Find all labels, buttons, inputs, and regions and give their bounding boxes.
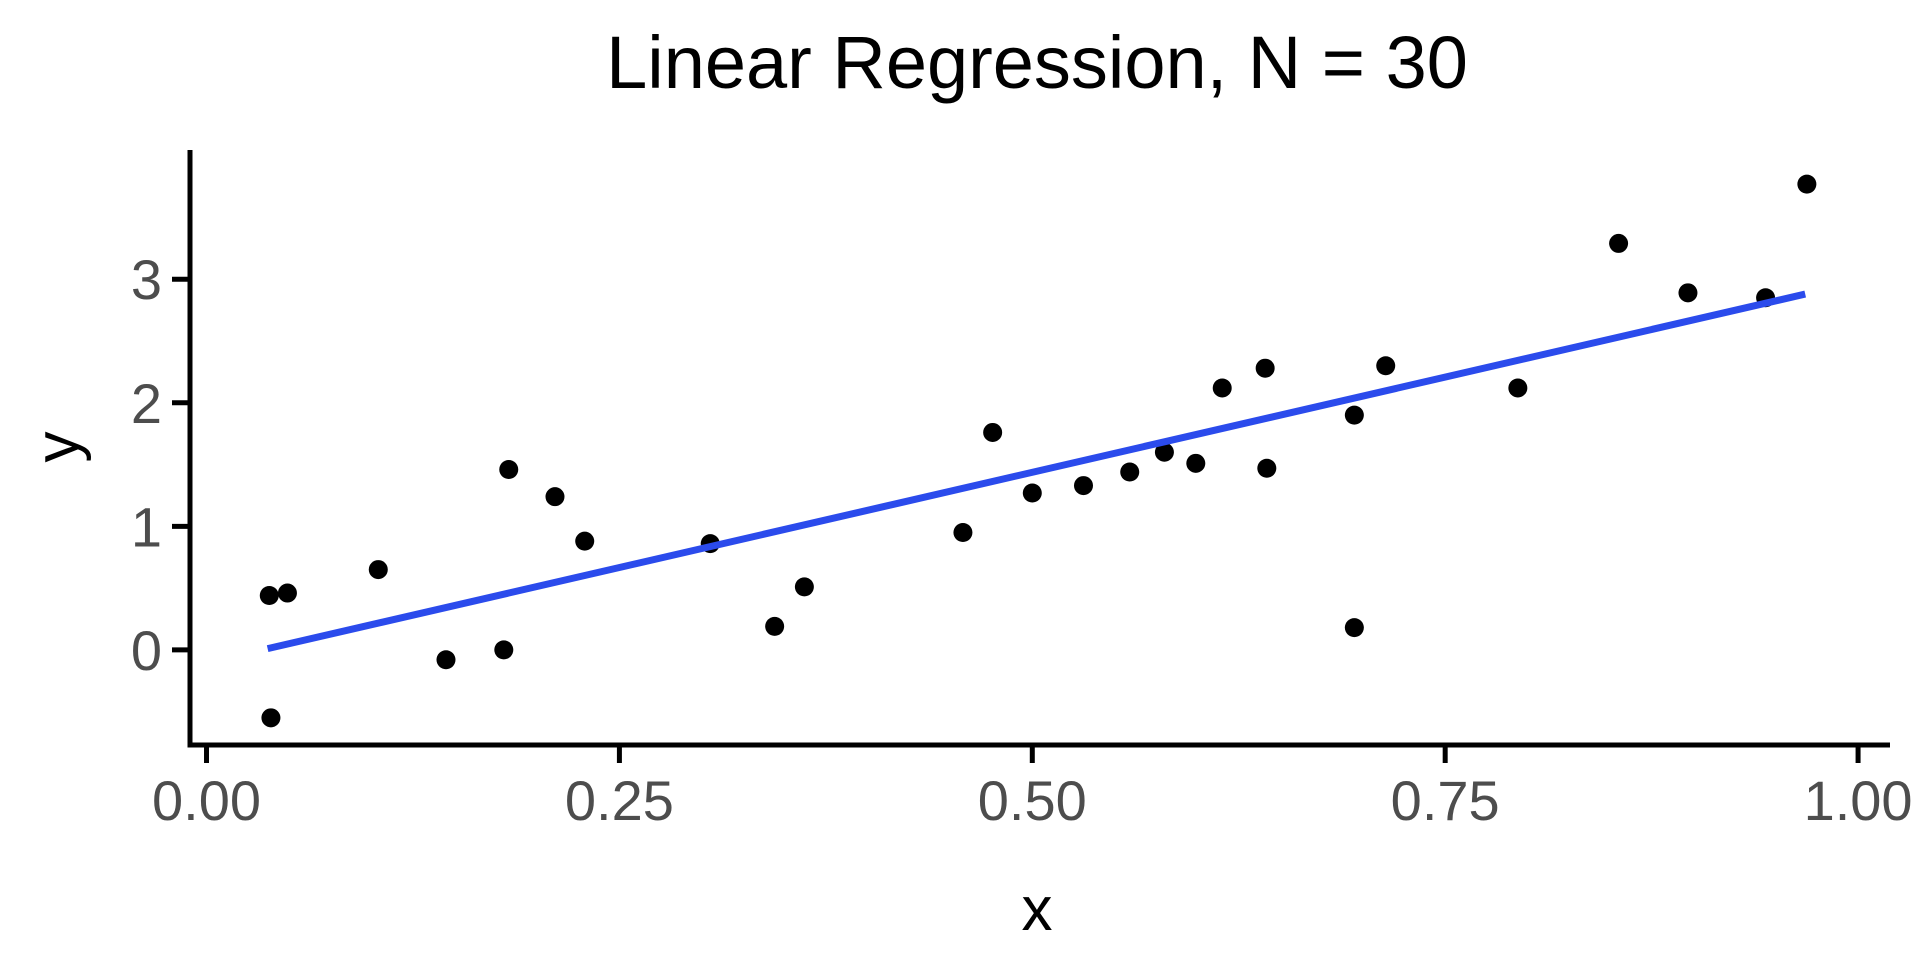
x-axis: 0.00 0.25 0.50 0.75 1.00 <box>152 742 1913 832</box>
data-point <box>1609 233 1629 253</box>
data-point <box>494 640 514 660</box>
y-axis: 0 1 2 3 <box>131 150 193 748</box>
data-point <box>277 583 297 603</box>
data-point <box>1186 453 1206 473</box>
x-tick-labels: 0.00 0.25 0.50 0.75 1.00 <box>152 769 1913 832</box>
data-point <box>1508 378 1528 398</box>
data-point <box>436 650 456 670</box>
x-tick-label: 0.75 <box>1391 769 1500 832</box>
data-points <box>259 174 1817 728</box>
x-axis-label: x <box>1022 875 1053 944</box>
x-tick-label: 1.00 <box>1804 769 1913 832</box>
data-point <box>1257 458 1277 478</box>
data-point <box>1344 405 1364 425</box>
data-point <box>499 460 519 480</box>
data-point <box>765 616 785 636</box>
x-tick-label: 0.50 <box>978 769 1087 832</box>
data-point <box>1678 283 1698 303</box>
data-point <box>261 708 281 728</box>
data-point <box>1154 442 1174 462</box>
y-tick-label: 2 <box>131 372 162 435</box>
data-point <box>1022 483 1042 503</box>
data-point <box>983 422 1003 442</box>
data-point <box>575 531 595 551</box>
data-point <box>368 560 388 580</box>
y-tick-marks <box>172 276 190 653</box>
y-axis-label: y <box>23 432 92 463</box>
chart-title: Linear Regression, N = 30 <box>606 21 1468 104</box>
data-point <box>545 487 565 507</box>
y-tick-label: 1 <box>131 495 162 558</box>
data-point <box>1344 618 1364 638</box>
data-point <box>1073 476 1093 496</box>
x-tick-marks <box>204 745 1861 763</box>
y-tick-labels: 0 1 2 3 <box>131 248 162 682</box>
data-point <box>953 523 973 543</box>
data-point <box>1797 174 1817 194</box>
data-point <box>1212 378 1232 398</box>
regression-line <box>266 290 1807 653</box>
x-tick-label: 0.25 <box>565 769 674 832</box>
y-tick-label: 3 <box>131 248 162 311</box>
x-tick-label: 0.00 <box>152 769 261 832</box>
data-point <box>259 586 279 606</box>
data-point <box>1255 358 1275 378</box>
data-point <box>1120 462 1140 482</box>
data-point <box>1376 356 1396 376</box>
y-tick-label: 0 <box>131 619 162 682</box>
data-point <box>794 577 814 597</box>
